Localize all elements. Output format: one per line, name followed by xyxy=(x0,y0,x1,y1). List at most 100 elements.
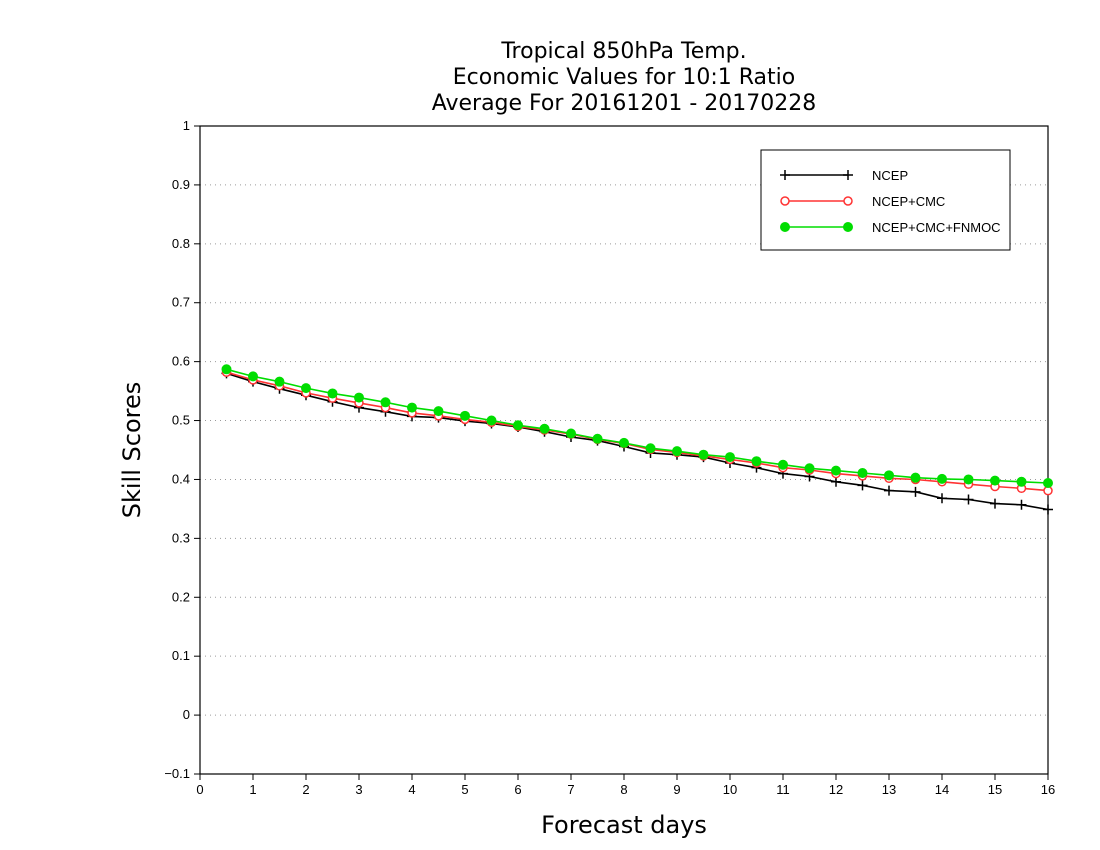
legend-box xyxy=(760,149,1011,251)
series-ncep xyxy=(221,368,1053,515)
data-point xyxy=(248,371,258,382)
series-line xyxy=(226,371,1049,492)
title-line-1: Tropical 850hPa Temp. xyxy=(500,39,746,64)
data-point xyxy=(843,196,853,206)
data-point xyxy=(937,473,947,484)
data-point xyxy=(843,170,853,180)
data-point xyxy=(990,475,1000,486)
x-tick-label: 8 xyxy=(620,782,627,797)
data-point xyxy=(843,222,853,232)
data-point xyxy=(831,476,841,487)
data-point xyxy=(274,376,285,387)
y-tick-label: 0.8 xyxy=(172,236,190,251)
data-point xyxy=(486,415,497,426)
data-point xyxy=(566,428,576,439)
x-tick-label: 1 xyxy=(249,782,256,797)
data-point xyxy=(725,452,735,463)
legend-label: NCEP+CMC+FNMOC xyxy=(872,220,1001,235)
x-tick-label: 10 xyxy=(723,782,737,797)
x-axis-label: Forecast days xyxy=(541,811,707,839)
series-line xyxy=(226,368,1049,484)
legend-label: NCEP xyxy=(872,168,908,183)
data-point xyxy=(301,383,311,394)
legend-item: NCEP+CMC xyxy=(780,194,945,209)
title-line-2: Economic Values for 10:1 Ratio xyxy=(453,65,795,90)
data-point xyxy=(963,474,974,485)
data-point xyxy=(1043,477,1053,488)
data-point xyxy=(407,402,417,413)
y-tick-label: 0 xyxy=(183,707,190,722)
y-tick-label: 0.3 xyxy=(172,530,190,545)
legend-item: NCEP xyxy=(780,168,908,183)
x-tick-label: 2 xyxy=(302,782,309,797)
data-point xyxy=(221,364,232,375)
x-tick-label: 4 xyxy=(408,782,415,797)
axis-ticks: −0.100.10.20.30.40.50.60.70.80.910 1 2 3 4 5 6… xyxy=(164,118,1055,797)
data-point xyxy=(831,465,841,476)
series-ncep-cmc-fnmoc xyxy=(221,364,1053,488)
x-tick-label: 12 xyxy=(829,782,843,797)
data-point xyxy=(592,433,603,444)
x-tick-label: 9 xyxy=(673,782,680,797)
data-point xyxy=(327,388,338,399)
data-point xyxy=(380,397,391,408)
y-tick-label: 0.6 xyxy=(172,354,190,369)
data-point xyxy=(778,459,788,470)
y-tick-label: 0.9 xyxy=(172,177,190,192)
data-point xyxy=(619,437,629,448)
data-point xyxy=(990,498,1000,509)
legend: NCEP NCEP+CMC NCEP+CMC+FNMOC xyxy=(760,149,1011,251)
data-point xyxy=(672,446,682,457)
x-tick-label: 15 xyxy=(988,782,1002,797)
x-tick-label: 7 xyxy=(567,782,574,797)
y-tick-label: 1 xyxy=(183,118,190,133)
x-tick-label: 6 xyxy=(514,782,521,797)
series-line xyxy=(226,372,1049,511)
x-tick-label: 5 xyxy=(461,782,468,797)
data-point xyxy=(1016,499,1027,510)
y-tick-label: 0.2 xyxy=(172,589,190,604)
chart-title: Tropical 850hPa Temp. Economic Values fo… xyxy=(432,39,817,116)
data-point xyxy=(963,494,974,505)
data-point xyxy=(460,410,470,421)
y-tick-label: 0.7 xyxy=(172,295,190,310)
data-point xyxy=(1043,504,1053,515)
legend-item: NCEP+CMC+FNMOC xyxy=(780,220,1001,235)
data-point xyxy=(910,472,921,483)
data-point xyxy=(910,486,921,497)
series-ncep-cmc xyxy=(221,367,1053,496)
series-group xyxy=(221,364,1053,515)
data-point xyxy=(857,480,868,491)
data-point xyxy=(698,449,709,460)
data-point xyxy=(937,493,947,504)
data-point xyxy=(645,443,656,454)
y-tick-label: 0.4 xyxy=(172,471,190,486)
data-point xyxy=(884,470,894,481)
legend-label: NCEP+CMC xyxy=(872,194,945,209)
x-tick-label: 0 xyxy=(196,782,203,797)
data-point xyxy=(433,406,444,417)
data-point xyxy=(780,196,790,206)
data-point xyxy=(857,467,868,478)
data-point xyxy=(751,456,762,467)
y-tick-label: −0.1 xyxy=(164,766,190,781)
x-tick-label: 11 xyxy=(776,782,790,797)
data-point xyxy=(804,463,815,474)
data-point xyxy=(884,485,894,496)
title-line-3: Average For 20161201 - 20170228 xyxy=(432,91,817,116)
x-tick-label: 14 xyxy=(935,782,949,797)
y-tick-label: 0.1 xyxy=(172,648,190,663)
y-tick-label: 0.5 xyxy=(172,413,190,428)
data-point xyxy=(780,170,790,180)
legend-entries: NCEP NCEP+CMC NCEP+CMC+FNMOC xyxy=(780,168,1001,235)
x-tick-label: 16 xyxy=(1041,782,1055,797)
x-tick-label: 3 xyxy=(355,782,362,797)
data-point xyxy=(513,420,523,431)
x-tick-label: 13 xyxy=(882,782,896,797)
data-point xyxy=(354,392,364,403)
data-point xyxy=(1016,476,1027,487)
data-point xyxy=(780,222,790,232)
data-point xyxy=(539,423,550,434)
y-axis-label: Skill Scores xyxy=(118,382,146,519)
